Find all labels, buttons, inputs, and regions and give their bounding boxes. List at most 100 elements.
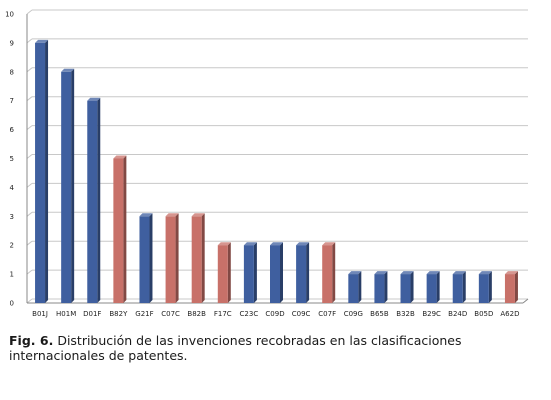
bar-side xyxy=(45,39,49,304)
bar-front xyxy=(322,245,333,303)
bar-side xyxy=(488,271,492,303)
bar-side xyxy=(175,213,179,303)
bar-chart: 0 1 2 3 4 5 6 7 8 9 10 B01J H01M D01F B82Y G21F C07C B82… xyxy=(5,9,529,318)
caption-label: Fig. 6. xyxy=(9,333,54,348)
bar xyxy=(296,242,310,303)
bar-top xyxy=(243,242,257,246)
bar-side xyxy=(149,213,153,303)
x-tick-label: B32B xyxy=(396,310,415,318)
x-tick-label: B24D xyxy=(448,310,467,318)
y-tick-label: 1 xyxy=(10,271,14,279)
bar-top xyxy=(113,155,127,159)
y-tick-label: 6 xyxy=(10,126,15,134)
bar-front xyxy=(87,100,98,303)
bar-front xyxy=(165,216,176,303)
bar-top xyxy=(478,271,492,275)
gridline-connector xyxy=(26,298,33,304)
y-tick-label: 3 xyxy=(10,213,14,221)
bar-side xyxy=(97,97,101,303)
bar-top xyxy=(191,213,205,217)
x-tick-label: B05D xyxy=(474,310,493,318)
bar xyxy=(478,271,492,303)
x-tick-label: B82B xyxy=(187,310,206,318)
x-tick-label: B82Y xyxy=(109,310,128,318)
bar xyxy=(243,242,257,303)
bar-side xyxy=(384,271,388,303)
bar-top xyxy=(35,39,49,43)
bar-front xyxy=(452,274,463,303)
bar-side xyxy=(123,155,127,303)
bar-side xyxy=(462,271,466,303)
y-tick-labels: 0 1 2 3 4 5 6 7 8 9 10 xyxy=(5,11,14,308)
gridline-connector xyxy=(26,125,33,130)
bars xyxy=(35,39,518,304)
bar-front xyxy=(348,274,359,303)
bar-front xyxy=(478,274,489,303)
bar xyxy=(374,271,388,303)
bar-top xyxy=(217,242,231,246)
bar xyxy=(322,242,336,303)
bar-front xyxy=(191,216,202,303)
bar xyxy=(452,271,466,303)
bar-top xyxy=(374,271,388,275)
x-axis-depth-line xyxy=(522,298,529,304)
gridline-connector xyxy=(26,240,33,246)
gridline-connector xyxy=(26,183,33,188)
bar xyxy=(426,271,440,303)
bar xyxy=(113,155,127,303)
gridline-connector xyxy=(26,211,33,217)
x-tick-label: C23C xyxy=(240,310,259,318)
bar xyxy=(217,242,231,303)
bar-top xyxy=(87,97,101,101)
bar-side xyxy=(358,271,362,303)
bar-side xyxy=(253,242,257,303)
bar xyxy=(270,242,283,303)
bar-top xyxy=(452,271,466,275)
x-tick-label: C09C xyxy=(292,310,311,318)
y-tick-label: 10 xyxy=(5,11,14,19)
bar xyxy=(191,213,205,303)
bar-side xyxy=(280,242,283,303)
gridline-connector xyxy=(26,96,33,102)
bar-front xyxy=(374,274,385,303)
x-tick-label: B65B xyxy=(370,310,389,318)
bar xyxy=(400,271,414,303)
figure-caption: Fig. 6. Distribución de las invenciones … xyxy=(9,333,529,363)
bar xyxy=(87,97,101,303)
bar-top xyxy=(296,242,310,246)
bar-top xyxy=(270,242,283,246)
bar-top xyxy=(165,213,179,217)
bar xyxy=(61,68,75,303)
x-tick-label: B29C xyxy=(422,310,441,318)
x-tick-label: C07C xyxy=(161,310,180,318)
bar-side xyxy=(227,242,231,303)
x-tick-label: C09G xyxy=(344,310,363,318)
bar-front xyxy=(504,274,515,303)
bar-front xyxy=(270,245,280,303)
bar xyxy=(165,213,179,303)
bar-side xyxy=(436,271,440,303)
x-tick-label: H01M xyxy=(56,310,76,318)
bar-front xyxy=(426,274,437,303)
bar-front xyxy=(61,71,72,303)
bar-top xyxy=(504,271,518,275)
y-tick-label: 5 xyxy=(10,155,14,163)
x-tick-label: D01F xyxy=(83,310,101,318)
bar-top xyxy=(400,271,414,275)
bar-top xyxy=(322,242,336,246)
x-tick-label: B01J xyxy=(32,310,48,318)
x-tick-label: A62D xyxy=(500,310,519,318)
bar-front xyxy=(35,42,46,304)
y-tick-label: 9 xyxy=(10,39,14,47)
bar-side xyxy=(514,271,518,303)
gridline-connector xyxy=(26,154,33,159)
bar-top xyxy=(61,68,75,72)
y-tick-label: 0 xyxy=(10,300,14,308)
y-tick-label: 2 xyxy=(10,242,14,250)
gridline-connector xyxy=(26,38,33,44)
y-tick-label: 7 xyxy=(10,97,14,105)
caption-text: Distribución de las invenciones recobrad… xyxy=(9,333,462,363)
x-tick-label: F17C xyxy=(214,310,232,318)
gridline-connector xyxy=(26,269,33,275)
